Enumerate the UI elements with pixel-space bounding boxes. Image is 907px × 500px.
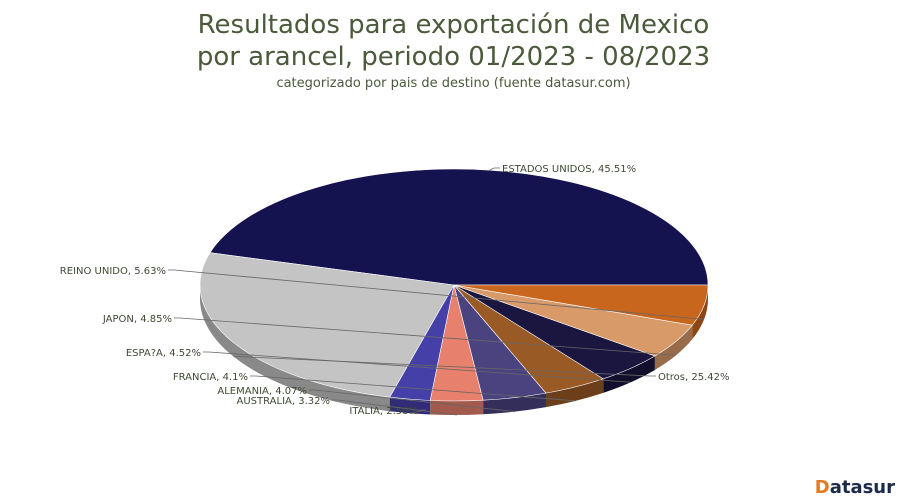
pie-wall-japon (654, 325, 693, 370)
chart-subtitle: categorizado por pais de destino (fuente… (276, 76, 631, 91)
pie-slice-otros (199, 252, 455, 398)
datasur-logo: Datasur (814, 477, 895, 498)
leader-line-francia (250, 375, 576, 402)
pie-top-faces (199, 168, 709, 402)
pie-wall-francia (546, 378, 604, 408)
slice-label-espa-a: ESPA?A, 4.52% (126, 348, 201, 359)
pie-wall-alemania (483, 393, 547, 415)
leader-line-espa-a (203, 351, 631, 383)
slice-label-australia: AUSTRALIA, 3.32% (237, 396, 331, 407)
leader-line-japon (174, 317, 677, 356)
leader-line-alemania (309, 389, 516, 412)
slice-label-italia: ITALIA, 2.58% (349, 406, 418, 417)
slice-label-alemania: ALEMANIA, 4.07% (217, 386, 307, 397)
slice-label-francia: FRANCIA, 4.1% (173, 372, 248, 383)
pie-labels: ESTADOS UNIDOS, 45.51% Otros, 25.42% ITALI… (60, 164, 730, 417)
pie-slice-estados-unidos (209, 168, 709, 286)
slice-label-estados-unidos: ESTADOS UNIDOS, 45.51% (502, 164, 636, 175)
slice-label-japon: JAPON, 4.85% (102, 314, 172, 325)
leader-line-italia (409, 409, 427, 414)
slice-label-otros: Otros, 25.42% (658, 372, 730, 383)
chart-title-line-1: Resultados para exportación de Mexico (197, 10, 710, 40)
chart-title-line-2: por arancel, periodo 01/2023 - 08/2023 (196, 42, 711, 72)
pie-wall-otros (200, 285, 390, 412)
leader-line-australia (332, 399, 457, 416)
leader-line-estados-unidos (489, 167, 500, 171)
pie-wall-reino-unido (692, 285, 708, 340)
leader-line-reino-unido (168, 269, 705, 320)
leader-line-otros (233, 355, 656, 377)
slice-label-reino-unido: REINO UNIDO, 5.63% (60, 266, 166, 277)
pie-wall-espa-a (603, 355, 655, 393)
pie-slice-reino-unido (453, 284, 709, 326)
